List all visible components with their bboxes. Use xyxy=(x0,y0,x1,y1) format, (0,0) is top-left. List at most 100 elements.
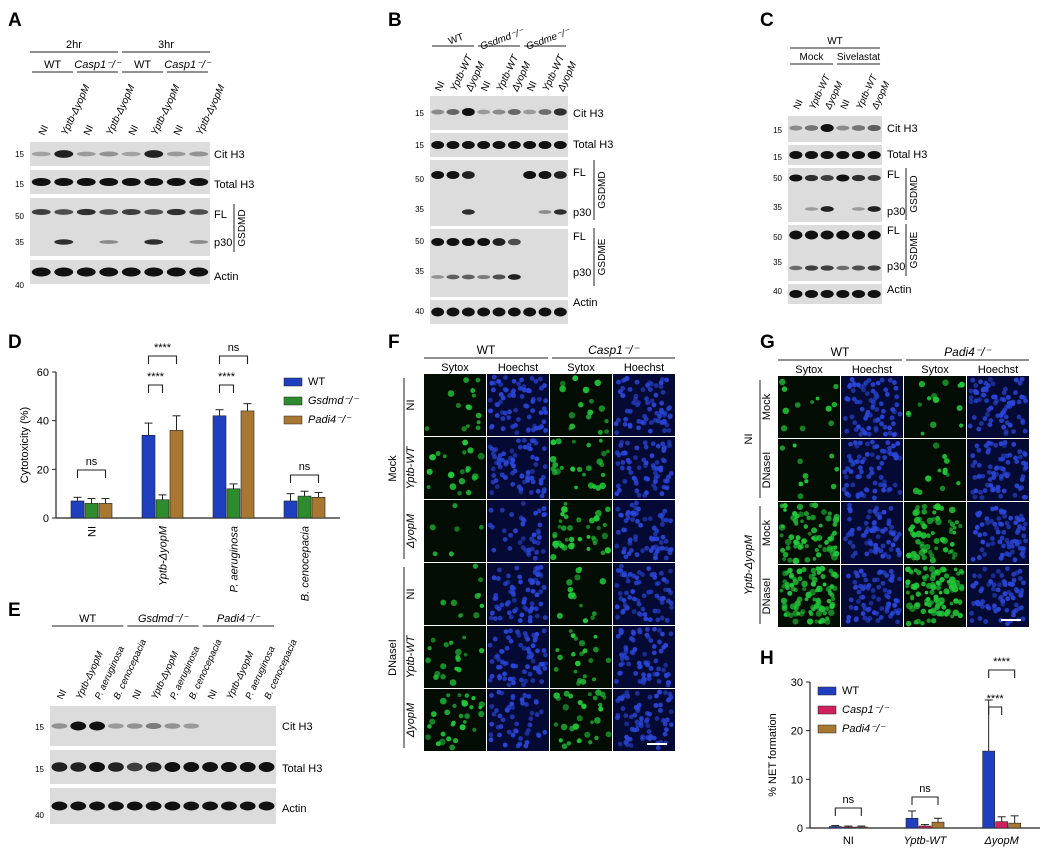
cell-nucleus xyxy=(635,723,641,729)
cell-nucleus xyxy=(490,451,496,457)
cell-nucleus xyxy=(925,475,932,482)
side-label: GSDMD xyxy=(237,209,248,246)
cell-nucleus xyxy=(639,716,644,721)
cell-nucleus xyxy=(631,573,636,579)
cell-nucleus xyxy=(527,618,533,624)
mw-marker: 35 xyxy=(15,238,24,247)
protein-band xyxy=(789,125,803,131)
cell-nucleus xyxy=(491,711,497,717)
cell-nucleus xyxy=(1013,520,1019,526)
cell-nucleus xyxy=(983,380,989,386)
cell-nucleus xyxy=(814,547,820,553)
cell-nucleus xyxy=(976,474,982,480)
cell-nucleus xyxy=(520,501,526,507)
channel-label: Hoechst xyxy=(498,362,538,374)
cell-nucleus xyxy=(462,439,469,446)
cell-nucleus xyxy=(887,446,892,451)
cell-nucleus xyxy=(529,475,535,481)
cell-nucleus xyxy=(870,439,875,445)
cell-nucleus xyxy=(829,603,835,610)
cell-nucleus xyxy=(585,414,592,420)
cell-nucleus xyxy=(530,479,536,485)
cell-nucleus xyxy=(504,601,510,607)
cell-nucleus xyxy=(995,484,1001,490)
cell-nucleus xyxy=(782,551,789,558)
cell-nucleus xyxy=(510,732,516,738)
cell-nucleus xyxy=(516,438,521,444)
protein-band xyxy=(166,178,186,186)
cell-nucleus xyxy=(500,457,505,463)
cell-nucleus xyxy=(794,600,801,607)
cell-nucleus xyxy=(798,481,804,487)
cell-nucleus xyxy=(492,380,497,386)
cell-nucleus xyxy=(640,572,646,577)
cell-nucleus xyxy=(489,693,494,698)
protein-band xyxy=(183,723,200,729)
cell-nucleus xyxy=(921,503,928,510)
cell-nucleus xyxy=(526,414,532,420)
cell-nucleus xyxy=(874,610,880,616)
cell-nucleus xyxy=(1017,486,1023,492)
cell-nucleus xyxy=(815,552,822,558)
cell-nucleus xyxy=(585,524,591,530)
cell-nucleus xyxy=(880,580,886,586)
cell-nucleus xyxy=(429,524,436,531)
protein-band xyxy=(258,762,275,772)
cell-nucleus xyxy=(931,393,938,399)
cell-nucleus xyxy=(879,414,885,420)
cell-nucleus xyxy=(989,536,995,541)
mw-marker: 40 xyxy=(35,811,44,820)
cell-nucleus xyxy=(529,601,535,607)
cell-nucleus xyxy=(499,472,505,478)
cell-nucleus xyxy=(982,531,988,537)
protein-band xyxy=(183,801,200,811)
cell-nucleus xyxy=(666,428,672,433)
cell-nucleus xyxy=(989,518,994,524)
protein-band xyxy=(189,178,209,186)
cell-nucleus xyxy=(475,412,482,419)
blot-row-label: p30 xyxy=(573,267,591,279)
row-label: ΔyopM xyxy=(405,702,417,738)
cell-nucleus xyxy=(863,577,869,583)
cell-nucleus xyxy=(998,493,1004,499)
cell-nucleus xyxy=(816,534,823,541)
group-label: Mock xyxy=(800,52,825,63)
cell-nucleus xyxy=(1014,515,1020,521)
cell-nucleus xyxy=(779,533,784,538)
microscopy-grid-g: WT Padi4⁻/⁻Sytox Hoechst Sytox HoechstMockDN… xyxy=(743,345,1029,627)
cell-nucleus xyxy=(635,518,640,524)
cell-nucleus xyxy=(595,689,602,696)
cell-nucleus xyxy=(602,522,607,528)
cell-nucleus xyxy=(541,585,547,590)
cell-nucleus xyxy=(625,510,631,515)
bar xyxy=(855,826,868,829)
cell-nucleus xyxy=(638,720,644,726)
cell-nucleus xyxy=(1010,595,1016,601)
cell-nucleus xyxy=(508,589,514,595)
cell-nucleus xyxy=(508,614,514,620)
cell-nucleus xyxy=(534,631,540,637)
cell-nucleus xyxy=(616,487,622,493)
cell-nucleus xyxy=(913,554,921,561)
cell-nucleus xyxy=(906,590,910,595)
cell-nucleus xyxy=(591,611,597,617)
y-tick-label: 60 xyxy=(37,367,49,379)
cell-nucleus xyxy=(518,489,524,495)
cell-nucleus xyxy=(640,387,646,393)
cell-nucleus xyxy=(443,642,449,648)
cell-nucleus xyxy=(620,385,626,391)
cell-nucleus xyxy=(511,388,516,394)
cell-nucleus xyxy=(471,473,479,480)
protein-band xyxy=(538,307,552,317)
protein-band xyxy=(99,240,119,244)
cell-nucleus xyxy=(442,454,447,459)
cell-nucleus xyxy=(623,416,629,422)
cell-nucleus xyxy=(872,520,877,525)
protein-band xyxy=(164,723,181,729)
protein-band xyxy=(431,109,445,115)
protein-band xyxy=(51,801,68,811)
cell-nucleus xyxy=(821,509,827,515)
cell-nucleus xyxy=(779,588,784,593)
cell-nucleus xyxy=(564,537,569,542)
cell-nucleus xyxy=(658,467,664,473)
